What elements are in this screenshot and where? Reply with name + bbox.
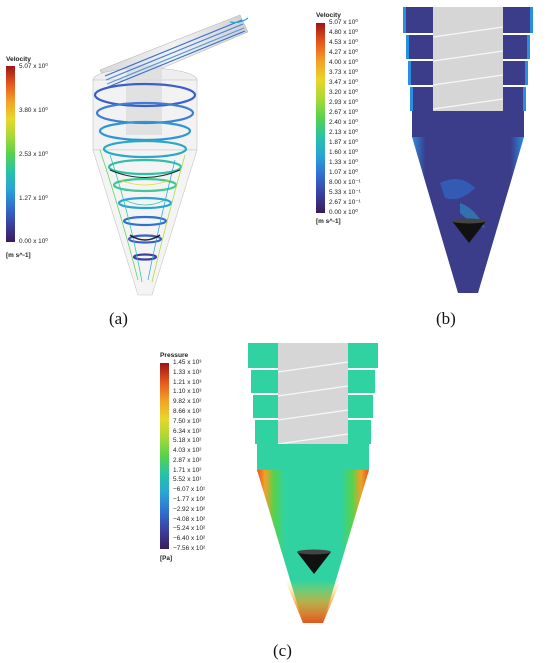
legend-label: 7.50 x 10² [173,417,202,425]
legend-label: 1.21 x 10³ [173,378,202,386]
legend-label: 1.07 x 10⁰ [329,169,358,176]
legend-label: 3.20 x 10⁰ [329,89,358,96]
legend-label: 1.71 x 10² [173,466,202,474]
legend-label: 2.13 x 10⁰ [329,129,358,136]
legend-label: 4.27 x 10⁰ [329,49,358,56]
legend-label: 2.67 x 10⁰ [329,109,358,116]
velocity-contour-figure [403,7,533,293]
legend-label: 1.60 x 10⁰ [329,149,358,156]
legend-colorbar [6,66,15,242]
legend-label: 1.10 x 10³ [173,388,202,396]
caption-b: (b) [436,309,456,328]
legend-label: 2.87 x 10² [173,456,202,464]
legend-label: −6.40 x 10² [173,535,206,543]
legend-label: 2.53 x 10⁰ [19,151,48,158]
legend-label: 2.67 x 10⁻¹ [329,199,361,206]
legend-colorbar [160,363,169,549]
legend-label: 2.40 x 10⁰ [329,119,358,126]
legend-unit: [Pa] [160,555,173,562]
legend-label: −2.92 x 10² [173,505,206,513]
legend-label: 6.34 x 10² [173,427,202,435]
legend-label: 2.93 x 10⁰ [329,99,358,106]
legend-label: 4.80 x 10⁰ [329,29,358,36]
caption-a: (a) [109,309,128,328]
legend-unit: [m s^-1] [6,252,31,259]
legend-label: −1.77 x 10² [173,496,206,504]
legend-label: 1.33 x 10⁰ [329,159,358,166]
legend-label: 1.33 x 10³ [173,368,202,376]
legend-label: 1.87 x 10⁰ [329,139,358,146]
legend-label: 0.00 x 10⁰ [19,238,48,245]
legend-label: 1.27 x 10⁰ [19,195,48,202]
legend-label: 3.47 x 10⁰ [329,79,358,86]
legend-label: 8.66 x 10² [173,407,202,415]
cyclone-streamlines-figure [92,14,249,296]
legend-label: 4.03 x 10² [173,447,202,455]
legend-label: 5.18 x 10² [173,437,202,445]
velocity-legend-a: Velocity 5.07 x 10⁰ 3.80 x 10⁰ 2.53 x 10… [6,56,66,266]
legend-label: 9.82 x 10² [173,398,202,406]
legend-label: 4.00 x 10⁰ [329,59,358,66]
legend-label: 3.73 x 10⁰ [329,69,358,76]
legend-label: 5.33 x 10⁻¹ [329,189,361,196]
legend-label: 3.80 x 10⁰ [19,107,48,114]
legend-unit: [m s^-1] [316,218,341,225]
legend-label: −4.08 x 10² [173,515,206,523]
pressure-contour-figure [248,343,378,623]
caption-c: (c) [273,641,292,660]
legend-label: 8.00 x 10⁻¹ [329,179,361,186]
legend-label: 4.53 x 10⁰ [329,39,358,46]
legend-label: −7.56 x 10² [173,545,206,552]
legend-label: 1.45 x 10³ [173,359,202,366]
legend-title: Pressure [160,352,189,359]
legend-label: −5.24 x 10² [173,525,206,533]
legend-label: 5.07 x 10⁰ [19,63,48,70]
legend-label: 5.52 x 10¹ [173,476,202,484]
legend-title: Velocity [6,56,31,63]
legend-label: −6.07 x 10¹ [173,486,206,494]
legend-label: 0.00 x 10⁰ [329,209,358,216]
legend-label: 5.07 x 10⁰ [329,19,358,26]
velocity-legend-b: Velocity 5.07 x 10⁰ 4.80 x 10⁰ 4.53 x 10⁰ 4… [316,12,388,230]
legend-title: Velocity [316,12,341,19]
legend-colorbar [316,23,325,213]
pressure-legend-c: Pressure 1.45 x 10³ 1.33 x 10³ 1.21 x 10³ 1… [160,352,232,570]
